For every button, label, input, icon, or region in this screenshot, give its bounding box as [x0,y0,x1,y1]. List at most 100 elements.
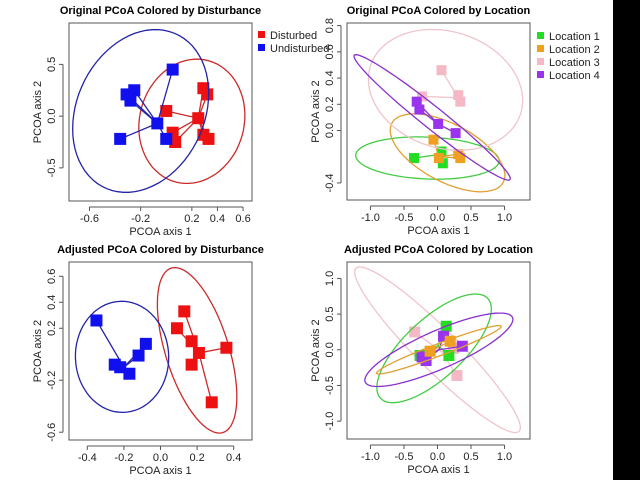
confidence-ellipse [74,300,170,414]
legend-swatch [537,32,544,39]
data-point [132,349,145,362]
x-tick-label: 1.0 [497,451,512,463]
series-undisturbed [72,28,210,193]
series-location-1 [355,136,500,180]
data-point [192,346,205,359]
data-point [202,132,215,145]
confidence-ellipse [355,136,500,180]
y-tick-label: 0.6 [46,269,58,284]
confidence-ellipse [376,293,493,404]
data-point [124,94,137,107]
data-point [120,88,133,101]
legend-label: Location 3 [549,57,600,69]
legend-swatch [258,44,265,51]
data-point [178,305,191,318]
confidence-ellipse [353,54,511,181]
x-tick-label: 0.6 [235,213,250,225]
confidence-ellipse [389,113,506,193]
x-tick-label: -0.5 [394,212,413,224]
legend-item: Disturbed [258,30,317,42]
legend-label: Undisturbed [270,43,329,55]
legend-swatch [537,71,544,78]
x-axis-label: PCOA axis 1 [129,465,191,477]
x-axis-label: PCOA axis 1 [407,225,469,237]
x-tick-label: 0.4 [210,213,225,225]
y-tick-label: 0.4 [324,70,336,85]
data-point [428,134,439,145]
legend-label: Location 1 [549,31,600,43]
series-location-2 [389,113,506,193]
spider-line [422,95,459,99]
confidence-ellipse [72,28,210,193]
confidence-ellipse [138,58,246,185]
panel-2: Original PCoA Colored by Location -1.0 -0.… [310,5,600,237]
x-axis-label: PCOA axis 1 [407,464,469,476]
panel-3: Adjusted PCoA Colored by Disturbance -0.4… [32,244,264,477]
data-point [414,104,425,115]
x-tick-label: 0.4 [226,452,241,464]
data-point [455,96,466,107]
x-tick-label: -1.0 [361,212,380,224]
data-point [438,330,450,342]
legend-item: Location 2 [537,44,600,56]
series-location-3 [367,28,524,151]
data-point [433,153,444,164]
x-tick-label: 1.0 [497,212,512,224]
x-tick-label: 0.0 [430,212,445,224]
data-point [160,132,173,145]
data-point [424,345,436,357]
y-tick-label: 0.2 [46,321,58,336]
data-point [450,128,461,139]
legend-item: Location 1 [537,31,600,43]
y-axis-label: PCOA axis 2 [32,81,44,143]
legend-label: Disturbed [270,30,317,42]
data-point [160,104,173,117]
y-tick-label: 1.0 [324,271,336,286]
legend-label: Location 4 [549,70,600,82]
data-point [90,314,103,327]
x-tick-label: -0.2 [114,452,133,464]
series-1 [156,266,238,434]
data-point [433,118,444,129]
confidence-ellipse [353,266,522,434]
data-point [443,349,455,361]
data-point [192,112,205,125]
x-tick-label: 0.5 [463,451,478,463]
plot-frame [68,261,253,441]
data-point [409,153,420,164]
plot-frame [346,22,531,201]
x-tick-label: 0.2 [184,213,199,225]
y-tick-label: 0.8 [324,18,336,33]
x-tick-label: -0.5 [394,451,413,463]
data-point [411,96,422,107]
data-point [436,146,447,157]
series-disturbed [138,58,246,185]
black-border [613,0,640,480]
x-tick-label: 0.0 [153,452,168,464]
chart-title: Adjusted PCoA Colored by Location [344,244,533,256]
data-point [409,326,421,338]
data-point [455,153,466,164]
series-4 [375,324,502,375]
y-tick-label: -1.0 [324,412,336,431]
confidence-ellipse [375,324,502,375]
x-tick-label: 0.5 [463,212,478,224]
y-tick-label: 0.5 [324,306,336,321]
spider-line [119,122,158,140]
spider-line [198,352,213,403]
series-2 [74,300,170,414]
x-tick-label: -0.4 [78,452,97,464]
data-point [201,88,214,101]
y-tick-label: 0.2 [324,97,336,112]
plot-frame [68,22,253,202]
legend-label: Location 2 [549,44,600,56]
data-point [220,341,233,354]
data-point [456,340,468,352]
confidence-ellipse [367,28,524,151]
y-tick-label: 0.0 [46,108,58,123]
legend-swatch [258,31,265,38]
y-axis-label: PCOA axis 2 [32,320,44,382]
data-point [166,63,179,76]
y-tick-label: -0.5 [324,376,336,395]
